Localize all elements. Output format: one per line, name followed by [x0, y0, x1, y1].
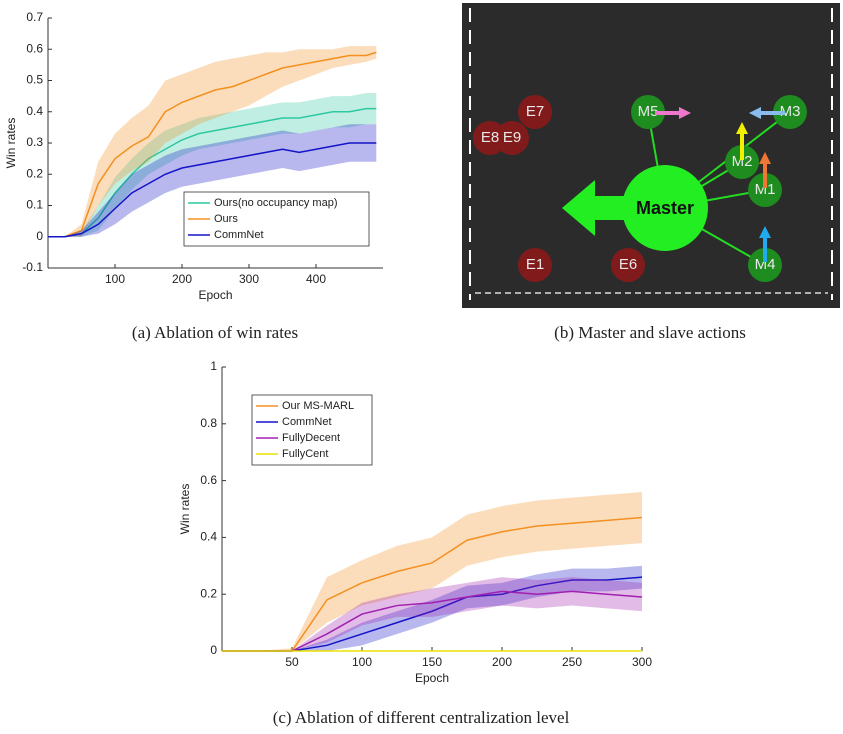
node-label: E7: [526, 103, 544, 120]
error-band: [222, 491, 642, 651]
chart: -0.1 0 0.1 0.2 0.3 0.4 0.5 0.6 0.7 100 200 300 400 Ep…: [4, 10, 383, 342]
y-tick-label: -0.1: [22, 260, 43, 274]
y-tick-label: 0.3: [26, 135, 43, 149]
x-tick-label: 200: [172, 272, 192, 286]
enemies: [473, 95, 645, 282]
x-tick-label: 150: [422, 655, 442, 669]
x-tick-label: 250: [562, 655, 582, 669]
legend-label: CommNet: [214, 229, 264, 241]
y-tick-label: 0.2: [26, 166, 43, 180]
y-tick-label: 0.6: [200, 473, 217, 487]
x-tick-label: 200: [492, 655, 512, 669]
x-axis-label: Epoch: [198, 288, 232, 302]
error-band: [48, 93, 377, 237]
node-label: M3: [780, 103, 801, 120]
node-label: M1: [755, 181, 776, 198]
series-line: [48, 142, 377, 238]
master-node: [622, 165, 708, 251]
y-tick-label: 0.4: [26, 104, 43, 118]
x-tick-label: 50: [285, 655, 299, 669]
error-band: [48, 124, 377, 237]
node-label: E8: [481, 129, 499, 146]
x-tick-label: 400: [306, 272, 326, 286]
action-arrows: [655, 107, 785, 262]
legend-label: Ours: [214, 213, 238, 225]
legend-label: Our MS-MARL: [282, 400, 354, 412]
legend-label: FullyDecent: [282, 432, 340, 444]
slaves: [631, 95, 807, 282]
y-tick-label: 0.1: [26, 198, 43, 212]
caption: (c) Ablation of different centralization…: [273, 708, 570, 727]
y-tick-label: 0.2: [200, 586, 217, 600]
diagram: Master E7 E8 E9 E1 E6 M5 M3 M2 M1 M4 (b)…: [462, 3, 840, 342]
y-tick-label: 0: [36, 229, 43, 243]
x-tick-label: 300: [632, 655, 652, 669]
node-label: E9: [503, 129, 521, 146]
node-label: E6: [619, 256, 637, 273]
master-arrow: [562, 180, 625, 236]
node-label: E1: [526, 256, 544, 273]
x-tick-label: 100: [105, 272, 125, 286]
x-tick-label: 100: [352, 655, 372, 669]
error-band: [48, 46, 377, 237]
error-band: [222, 577, 642, 651]
error-band: [222, 565, 642, 651]
y-tick-label: 0.5: [26, 73, 43, 87]
y-tick-label: 0.8: [200, 416, 217, 430]
y-axis-label: Win rates: [4, 118, 18, 169]
legend-label: Ours(no occupancy map): [214, 197, 338, 209]
y-tick-label: 0.7: [26, 10, 43, 24]
node-label: M4: [755, 256, 776, 273]
legend-label: CommNet: [282, 416, 332, 428]
legend-box: [183, 191, 370, 247]
y-tick-label: 0: [210, 643, 217, 657]
caption: (b) Master and slave actions: [554, 323, 746, 342]
x-axis-label: Epoch: [415, 671, 449, 685]
caption: (a) Ablation of win rates: [132, 323, 298, 342]
x-tick-label: 300: [239, 272, 259, 286]
y-axis-label: Win rates: [178, 484, 192, 535]
master-label: Master: [636, 198, 694, 218]
series-line: [48, 51, 377, 238]
series-line: [48, 107, 377, 238]
y-tick-label: 1: [210, 359, 217, 373]
y-tick-label: 0.4: [200, 530, 217, 544]
node-label: M5: [638, 103, 659, 120]
y-tick-label: 0.6: [26, 41, 43, 55]
legend-label: FullyCent: [282, 448, 328, 460]
node-label: M2: [732, 153, 753, 170]
